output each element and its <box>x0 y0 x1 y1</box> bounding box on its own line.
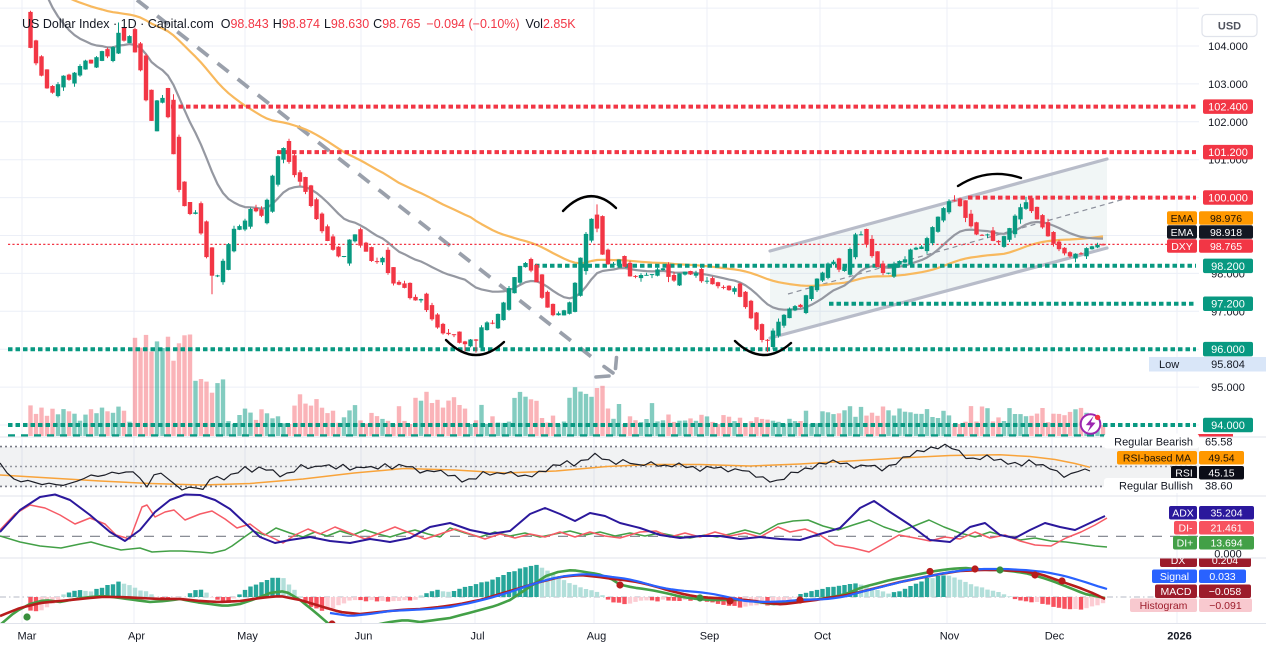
svg-text:102.400: 102.400 <box>1208 102 1248 114</box>
svg-text:DI+: DI+ <box>1177 538 1194 550</box>
svg-text:Histogram: Histogram <box>1140 600 1188 612</box>
svg-text:−0.058: −0.058 <box>1209 586 1242 598</box>
svg-text:DI-: DI- <box>1179 523 1194 535</box>
svg-text:Regular Bearish: Regular Bearish <box>1114 437 1193 449</box>
svg-text:95.804: 95.804 <box>1211 359 1245 371</box>
svg-text:0.000: 0.000 <box>1214 549 1242 561</box>
svg-text:RSI: RSI <box>1175 468 1193 480</box>
svg-text:Oct: Oct <box>814 631 831 643</box>
svg-text:RSI-based MA: RSI-based MA <box>1123 453 1191 465</box>
svg-text:38.60: 38.60 <box>1205 481 1233 493</box>
svg-text:104.000: 104.000 <box>1208 41 1248 53</box>
svg-text:98.918: 98.918 <box>1210 227 1242 239</box>
svg-text:May: May <box>237 631 258 643</box>
svg-text:Sep: Sep <box>700 631 720 643</box>
svg-text:EMA: EMA <box>1171 213 1194 225</box>
svg-text:65.58: 65.58 <box>1205 437 1233 449</box>
svg-text:98.765: 98.765 <box>1210 241 1242 253</box>
svg-text:−0.091: −0.091 <box>1209 600 1242 612</box>
svg-text:0.204: 0.204 <box>1212 555 1238 567</box>
svg-text:MACD: MACD <box>1161 586 1192 598</box>
svg-text:21.461: 21.461 <box>1210 523 1242 535</box>
svg-text:0.033: 0.033 <box>1209 571 1235 583</box>
svg-text:ADX: ADX <box>1172 508 1194 520</box>
svg-text:98.200: 98.200 <box>1211 261 1245 273</box>
svg-text:Apr: Apr <box>128 631 145 643</box>
svg-text:98.976: 98.976 <box>1210 213 1242 225</box>
svg-text:101.200: 101.200 <box>1208 147 1248 159</box>
svg-text:97.200: 97.200 <box>1211 299 1245 311</box>
svg-text:Low: Low <box>1159 359 1179 371</box>
svg-text:103.000: 103.000 <box>1208 79 1248 91</box>
svg-text:102.000: 102.000 <box>1208 117 1248 129</box>
svg-text:95.000: 95.000 <box>1211 382 1245 394</box>
svg-text:35.204: 35.204 <box>1210 508 1242 520</box>
svg-text:94.000: 94.000 <box>1211 420 1245 432</box>
svg-text:49.54: 49.54 <box>1208 453 1234 465</box>
svg-text:US Dollar Index · 1D · Capital: US Dollar Index · 1D · Capital.com O98.84… <box>22 17 576 31</box>
svg-text:EMA: EMA <box>1171 227 1194 239</box>
svg-text:USD: USD <box>1218 21 1241 33</box>
svg-text:Jul: Jul <box>470 631 484 643</box>
svg-text:Mar: Mar <box>18 631 37 643</box>
svg-text:DX: DX <box>1171 555 1186 567</box>
svg-text:Nov: Nov <box>940 631 960 643</box>
svg-text:13.694: 13.694 <box>1210 538 1242 550</box>
svg-text:Jun: Jun <box>355 631 373 643</box>
svg-text:Regular Bullish: Regular Bullish <box>1119 481 1193 493</box>
svg-text:Signal: Signal <box>1160 571 1189 583</box>
svg-text:2026: 2026 <box>1167 631 1191 643</box>
svg-text:Aug: Aug <box>587 631 607 643</box>
svg-text:100.000: 100.000 <box>1208 193 1248 205</box>
svg-text:Dec: Dec <box>1045 631 1065 643</box>
svg-text:96.000: 96.000 <box>1211 344 1245 356</box>
svg-text:45.15: 45.15 <box>1208 468 1234 480</box>
svg-text:DXY: DXY <box>1171 241 1193 253</box>
